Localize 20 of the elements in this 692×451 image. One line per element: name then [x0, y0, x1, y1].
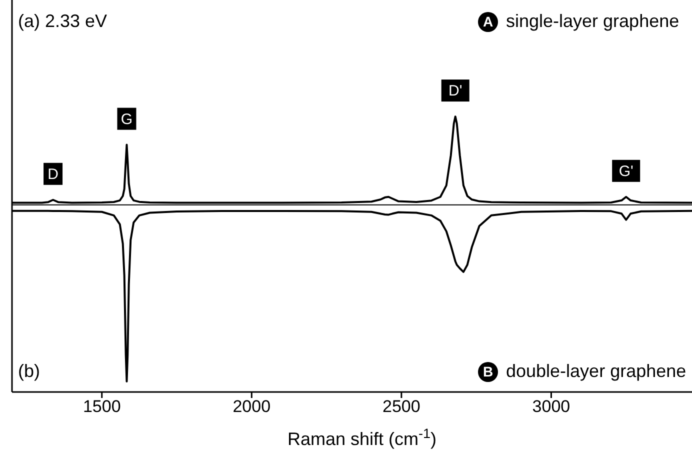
legend-label: single-layer graphene [506, 10, 680, 31]
letter-badge: B [478, 362, 498, 382]
x-tick-label: 3000 [532, 397, 570, 416]
annotation: D' [448, 82, 462, 100]
annotation: G [120, 110, 133, 128]
label-box: D [44, 162, 63, 185]
legend-label: double-layer graphene [506, 360, 686, 381]
letter-badge: A [478, 12, 498, 32]
label-box: D' [441, 80, 470, 102]
annotation: B [482, 364, 494, 380]
annotation: G' [618, 162, 634, 180]
x-tick-label: 1500 [82, 397, 121, 416]
annotation: (b) [18, 360, 40, 381]
text: (a) 2.33 eV [18, 10, 108, 31]
x-axis-title: Raman shift (cm$^{-1}$) [287, 426, 437, 449]
annotation: D [48, 166, 59, 183]
x-tick-label: 2500 [382, 397, 420, 416]
x-tick-label: 2000 [232, 397, 271, 416]
label-box: G' [612, 160, 640, 182]
label-box: G [117, 108, 136, 130]
